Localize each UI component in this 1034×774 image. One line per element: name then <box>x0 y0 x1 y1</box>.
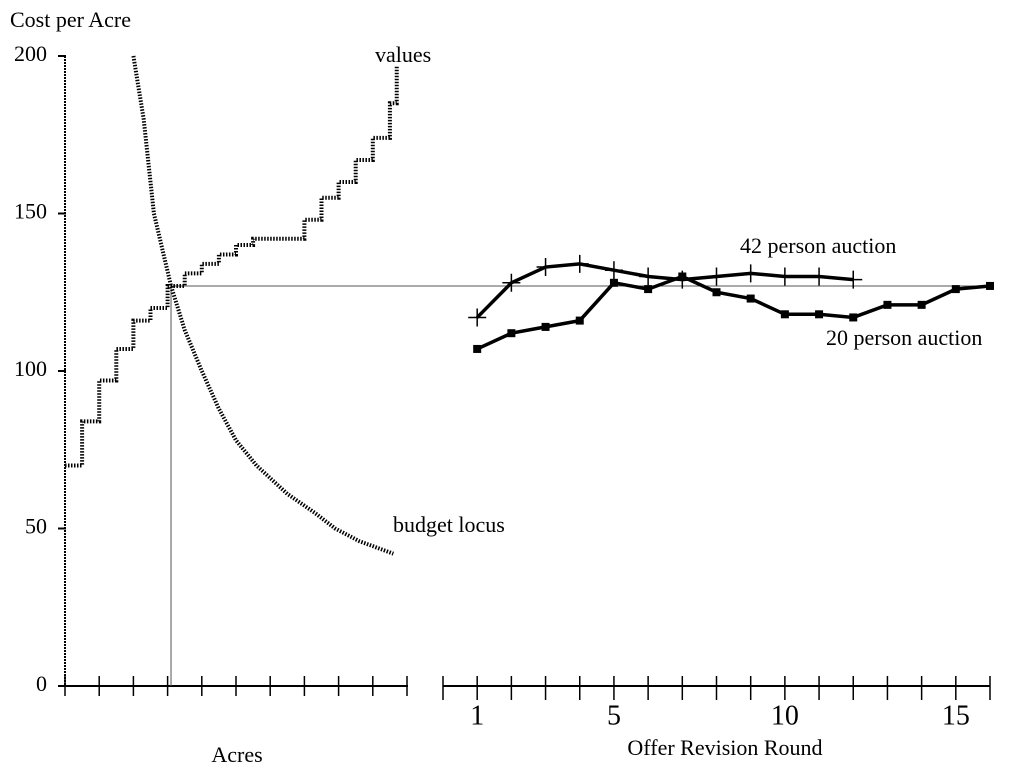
marker <box>849 313 858 322</box>
series-line <box>475 262 854 319</box>
marker <box>951 285 960 294</box>
x-tick-label: 5 <box>607 700 621 731</box>
x-axis-label: Acres <box>211 742 262 767</box>
marker <box>536 258 555 277</box>
marker <box>883 300 892 309</box>
marker <box>604 261 623 280</box>
marker <box>541 322 550 331</box>
y-axis-label: Cost per Acre <box>10 7 131 32</box>
marker <box>507 329 516 338</box>
y-tick-label: 0 <box>36 671 47 696</box>
marker <box>575 316 584 325</box>
y-tick-label: 50 <box>25 514 47 539</box>
y-tick-label: 150 <box>14 199 47 224</box>
marker <box>775 267 794 286</box>
series-label: 42 person auction <box>740 233 896 258</box>
x-tick-label: 1 <box>470 700 484 731</box>
marker <box>746 294 755 303</box>
y-tick-label: 100 <box>14 356 47 381</box>
marker <box>810 267 829 286</box>
marker <box>473 344 482 353</box>
marker <box>707 267 726 286</box>
marker <box>468 308 487 327</box>
series-line <box>65 65 399 468</box>
marker <box>917 300 926 309</box>
marker <box>741 264 760 283</box>
x-axis-label: Offer Revision Round <box>627 735 822 760</box>
marker <box>609 278 618 287</box>
marker <box>678 272 687 281</box>
series-line <box>131 55 395 556</box>
marker <box>570 254 589 273</box>
series-label: budget locus <box>393 512 505 537</box>
series-label: 20 person auction <box>826 325 982 350</box>
marker <box>712 288 721 297</box>
marker <box>639 267 658 286</box>
marker <box>844 270 863 289</box>
x-tick-label: 10 <box>771 700 799 731</box>
marker <box>780 310 789 319</box>
x-tick-label: 15 <box>942 700 970 731</box>
marker <box>986 281 994 290</box>
marker <box>815 310 824 319</box>
marker <box>644 285 653 294</box>
series-line <box>476 274 991 351</box>
marker <box>502 273 521 292</box>
series-label: values <box>375 42 431 67</box>
y-tick-label: 200 <box>14 41 47 66</box>
